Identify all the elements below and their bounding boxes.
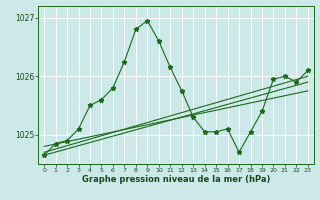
X-axis label: Graphe pression niveau de la mer (hPa): Graphe pression niveau de la mer (hPa) bbox=[82, 175, 270, 184]
